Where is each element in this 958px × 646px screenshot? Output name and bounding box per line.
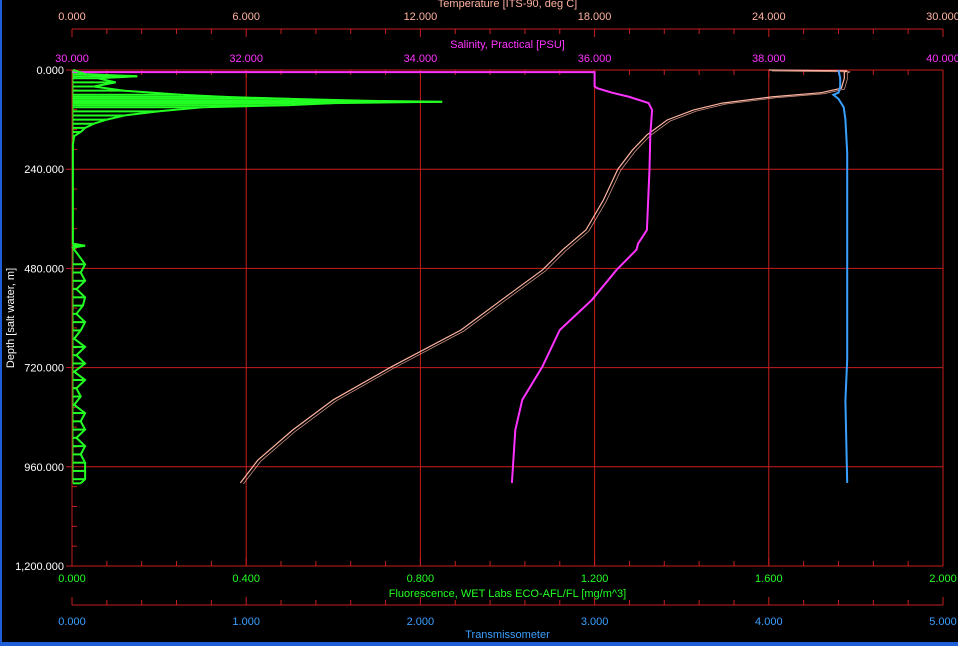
depth-tick-label: 960.000 bbox=[24, 462, 64, 474]
temperature-tick-label: 30.000 bbox=[926, 11, 958, 23]
transmissometer-tick-label: 4.000 bbox=[755, 616, 783, 628]
fluorescence-tick-label: 0.400 bbox=[232, 573, 260, 585]
depth-tick-label: 240.000 bbox=[24, 164, 64, 176]
depth-tick-label: 1,200.000 bbox=[15, 561, 64, 573]
salinity-profile-line bbox=[72, 71, 654, 483]
temperature-upcast-line bbox=[243, 70, 851, 485]
fluorescence-tick-label: 0.800 bbox=[407, 573, 435, 585]
transmissometer-tick-label: 1.000 bbox=[232, 616, 260, 628]
salinity-axis-label: Salinity, Practical [PSU] bbox=[450, 39, 565, 51]
salinity-tick-label: 36.000 bbox=[578, 53, 612, 65]
temperature-tick-label: 12.000 bbox=[404, 11, 438, 23]
transmissometer-tick-label: 0.000 bbox=[58, 616, 86, 628]
transmissometer-tick-label: 5.000 bbox=[929, 616, 957, 628]
salinity-tick-label: 38.000 bbox=[752, 53, 786, 65]
depth-tick-label: 720.000 bbox=[24, 363, 64, 375]
salinity-tick-label: 34.000 bbox=[404, 53, 438, 65]
temperature-tick-label: 0.000 bbox=[58, 11, 86, 23]
transmissometer-tick-label: 2.000 bbox=[407, 616, 435, 628]
fluorescence-profile-line bbox=[71, 69, 443, 485]
salinity-tick-label: 32.000 bbox=[229, 53, 263, 65]
transmissometer-axis-label: Transmissometer bbox=[465, 629, 550, 641]
temperature-tick-label: 24.000 bbox=[752, 11, 786, 23]
fluorescence-axis-label: Fluorescence, WET Labs ECO-AFL/FL [mg/m^… bbox=[389, 588, 626, 600]
temperature-axis-label: Temperature [ITS-90, deg C] bbox=[438, 0, 577, 10]
fluorescence-tick-label: 1.600 bbox=[755, 573, 783, 585]
temperature-tick-label: 6.000 bbox=[232, 11, 260, 23]
salinity-tick-label: 30.000 bbox=[55, 53, 89, 65]
depth-axis-label: Depth [salt water, m] bbox=[5, 268, 17, 368]
transmissometer-tick-label: 3.000 bbox=[581, 616, 609, 628]
temperature-tick-label: 18.000 bbox=[578, 11, 612, 23]
temperature-profile-line bbox=[239, 69, 848, 484]
fluorescence-tick-label: 1.200 bbox=[581, 573, 609, 585]
depth-tick-label: 480.000 bbox=[24, 263, 64, 275]
window-bottom-bar bbox=[2, 642, 958, 646]
transmissometer-profile-line bbox=[831, 69, 849, 483]
fluorescence-tick-label: 2.000 bbox=[929, 573, 957, 585]
salinity-tick-label: 40.000 bbox=[926, 53, 958, 65]
depth-tick-label: 0.000 bbox=[36, 65, 64, 77]
fluorescence-tick-label: 0.000 bbox=[58, 573, 86, 585]
